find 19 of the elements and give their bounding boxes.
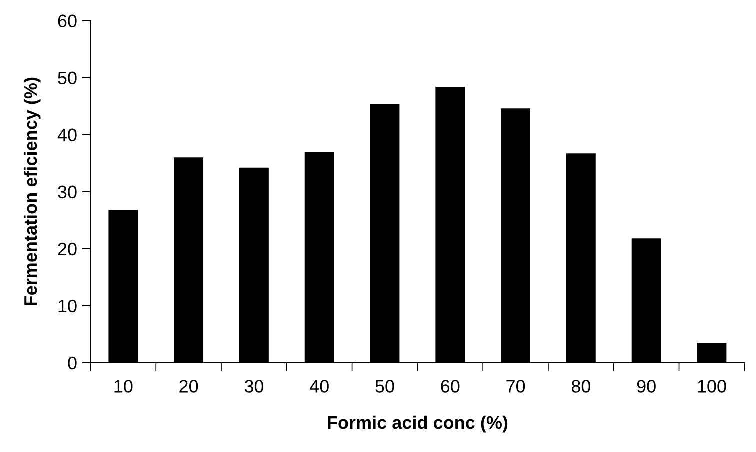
x-tick-label: 20 [180, 380, 198, 393]
y-tick-label: 10 [58, 300, 77, 313]
x-tick-label: 90 [637, 380, 656, 393]
y-tick-label: 0 [68, 356, 77, 370]
y-tick-label: 20 [58, 242, 77, 256]
x-tick-label: 50 [376, 380, 394, 393]
x-axis-title: Formic acid conc (%) [328, 416, 508, 433]
x-tick-label: 60 [441, 380, 460, 393]
x-tick-label: 70 [506, 380, 526, 393]
y-tick-label: 40 [58, 128, 77, 142]
x-tick-label: 40 [310, 380, 329, 393]
x-tick-label: 100 [698, 380, 726, 393]
y-tick-label: 50 [58, 72, 77, 85]
y-tick-label: 30 [58, 186, 77, 199]
x-tick-label: 10 [114, 380, 133, 393]
x-tick-label: 30 [244, 380, 264, 393]
y-axis-title: Fermentation eficiency (%) [24, 78, 41, 306]
x-tick-label: 80 [572, 380, 591, 393]
y-tick-label: 60 [58, 14, 77, 28]
